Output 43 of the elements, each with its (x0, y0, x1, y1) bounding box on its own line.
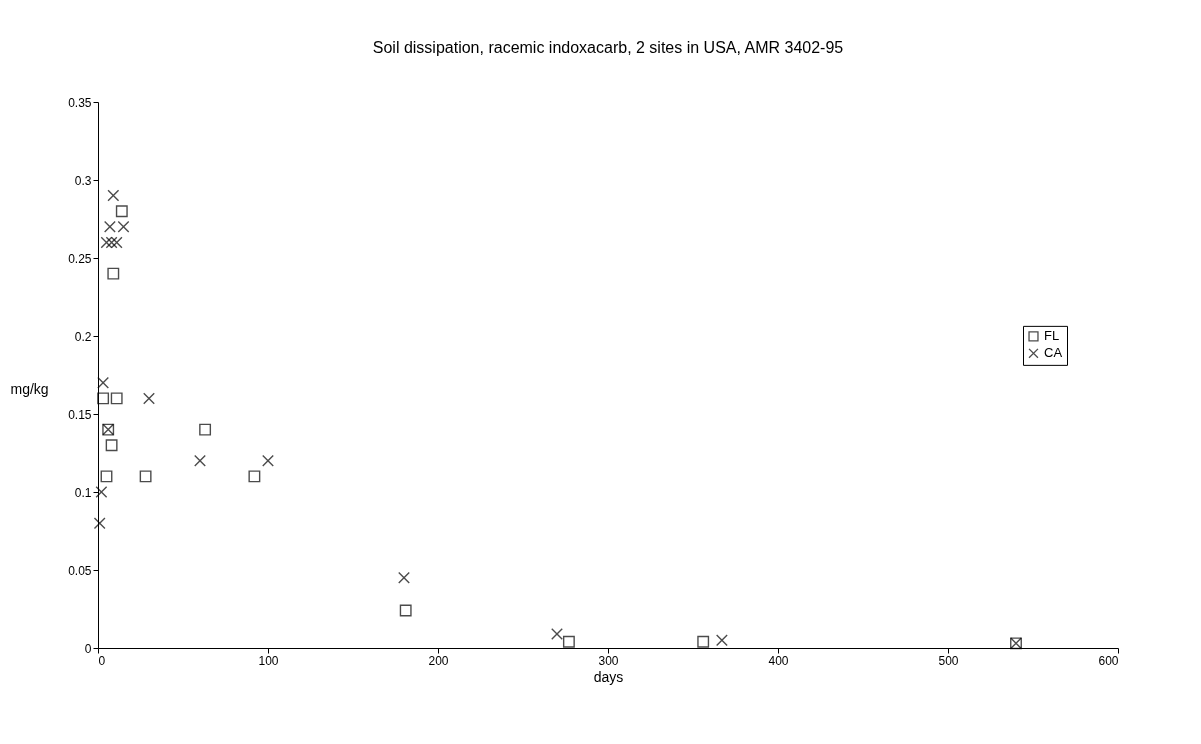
point (115, 205, 128, 218)
point (97, 376, 110, 389)
legend-label: CA (1044, 345, 1063, 361)
y-axis-title: mg/kg (10, 381, 49, 398)
y-tick-label: 0.2 (74, 329, 92, 344)
chart-title: Soil dissipation, racemic indoxacarb, 2 sites in USA, AMR 3402-95 (372, 39, 844, 56)
point (95, 486, 108, 498)
y-tick-label: 0.05 (68, 563, 92, 578)
point (551, 628, 563, 640)
point (248, 470, 261, 483)
point (110, 392, 123, 405)
point (199, 423, 212, 436)
x-tick-label: 500 (938, 653, 959, 668)
y-tick-label: 0.35 (68, 95, 92, 110)
point (93, 517, 106, 530)
point (107, 267, 120, 280)
x-tick-label: 300 (598, 653, 619, 668)
x-axis-title: days (593, 668, 624, 685)
point (715, 634, 728, 647)
point (143, 392, 155, 405)
point (194, 454, 206, 467)
y-tick-label: 0.3 (74, 173, 92, 188)
point (100, 470, 113, 483)
y-tick-label: 0.1 (74, 485, 92, 500)
point (107, 189, 120, 202)
x-tick-label: 0 (98, 653, 106, 668)
x-tick-label: 400 (768, 653, 789, 668)
x-tick-label: 600 (1098, 653, 1119, 668)
point (105, 439, 118, 452)
point (562, 635, 575, 648)
point (262, 454, 274, 467)
y-tick-label: 0.25 (68, 251, 92, 266)
point (697, 635, 710, 648)
point (105, 236, 118, 249)
point (97, 392, 110, 405)
x-tick-label: 200 (428, 653, 449, 668)
y-tick-label: 0.15 (68, 407, 92, 422)
point (139, 470, 152, 483)
x-tick-label: 100 (258, 653, 279, 668)
legend-label: FL (1044, 328, 1060, 344)
point (399, 604, 412, 617)
y-tick-label: 0 (84, 641, 92, 656)
point (398, 571, 410, 584)
